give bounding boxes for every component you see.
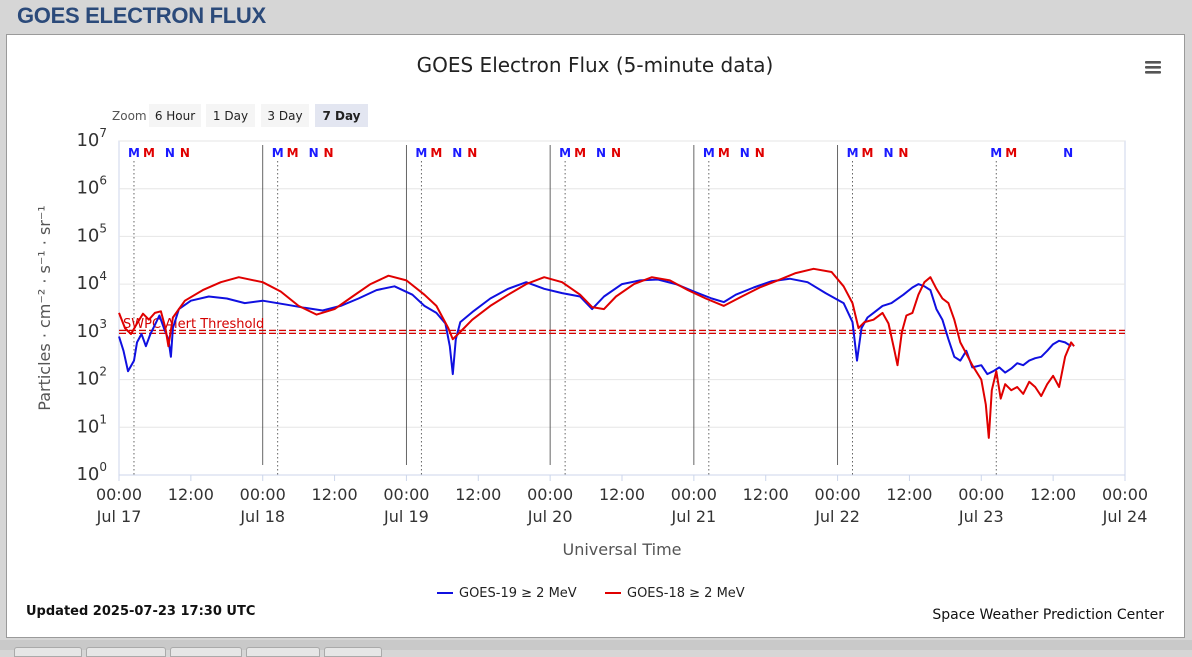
mn-marker-n: N (324, 146, 334, 160)
legend-label: GOES-18 ≥ 2 MeV (627, 586, 745, 601)
series-line-1 (118, 277, 1072, 376)
zoom-button-bg (206, 104, 255, 127)
mn-marker-m: M (718, 146, 730, 160)
zoom-button-label: 6 Hour (155, 109, 195, 123)
zoom-button-3-day[interactable]: 3 Day (261, 104, 309, 127)
menu-line (1145, 66, 1161, 69)
x-tick-date-label: Jul 23 (958, 507, 1004, 526)
zoom-button-7-day[interactable]: 7 Day (315, 104, 368, 127)
bottom-tab[interactable] (86, 647, 166, 657)
bottom-tab[interactable] (14, 647, 82, 657)
mn-marker-m: M (703, 146, 715, 160)
menu-line (1145, 71, 1161, 74)
x-tick-label: 00:00 (958, 485, 1004, 504)
zoom-button-label: 7 Day (322, 109, 360, 123)
y-tick-label: 107 (76, 126, 107, 151)
mn-marker-m: M (847, 146, 859, 160)
mn-marker-n: N (180, 146, 190, 160)
bottom-tab-strip (0, 640, 1192, 650)
y-tick-label: 100 (76, 460, 107, 485)
x-tick-date-label: Jul 22 (814, 507, 860, 526)
mn-marker-n: N (467, 146, 477, 160)
x-tick-label: 12:00 (168, 485, 214, 504)
x-tick-date-label: Jul 21 (670, 507, 716, 526)
x-tick-label: 12:00 (599, 485, 645, 504)
x-tick-label: 00:00 (1102, 485, 1148, 504)
mn-marker-m: M (990, 146, 1002, 160)
x-tick-date-label: Jul 18 (239, 507, 285, 526)
zoom-button-bg (315, 104, 368, 127)
mn-marker-m: M (1005, 146, 1017, 160)
mn-marker-n: N (611, 146, 621, 160)
zoom-button-6-hour[interactable]: 6 Hour (149, 104, 201, 127)
page-title: GOES ELECTRON FLUX (17, 3, 266, 28)
mn-marker-n: N (309, 146, 319, 160)
x-tick-label: 12:00 (1030, 485, 1076, 504)
x-tick-date-label: Jul 19 (383, 507, 429, 526)
legend-item-1[interactable]: GOES-19 ≥ 2 MeV (437, 586, 577, 601)
y-tick-label: 104 (76, 269, 107, 294)
mn-marker-m: M (287, 146, 299, 160)
mn-marker-n: N (740, 146, 750, 160)
mn-marker-m: M (128, 146, 140, 160)
x-tick-label: 00:00 (240, 485, 286, 504)
x-tick-label: 12:00 (312, 485, 358, 504)
mn-marker-n: N (452, 146, 462, 160)
plot-area (118, 140, 1126, 476)
mn-marker-m: M (574, 146, 586, 160)
zoom-button-bg (149, 104, 201, 127)
mn-marker-m: M (272, 146, 284, 160)
legend-item-2[interactable]: GOES-18 ≥ 2 MeV (605, 586, 745, 601)
menu-line (1145, 61, 1161, 64)
x-tick-date-label: Jul 24 (1102, 507, 1148, 526)
hamburger-menu-icon[interactable] (1145, 61, 1161, 74)
zoom-button-1-day[interactable]: 1 Day (206, 104, 255, 127)
x-tick-date-label: Jul 20 (527, 507, 573, 526)
chart-title: GOES Electron Flux (5-minute data) (417, 53, 774, 77)
x-tick-label: 00:00 (383, 485, 429, 504)
y-tick-label: 102 (76, 365, 107, 390)
credit-label: Space Weather Prediction Center (932, 607, 1164, 623)
chart-panel: GOES Electron Flux (5-minute data) Zoom 6 … (6, 34, 1185, 638)
updated-timestamp: Updated 2025-07-23 17:30 UTC (26, 604, 255, 619)
zoom-button-bg (261, 104, 309, 127)
mn-marker-m: M (415, 146, 427, 160)
threshold-label: SWPC Alert Threshold (123, 317, 264, 332)
series-line-2 (118, 267, 1075, 439)
x-tick-label: 12:00 (886, 485, 932, 504)
x-axis-title: Universal Time (562, 540, 681, 559)
y-tick-label: 106 (76, 174, 107, 199)
x-tick-label: 00:00 (815, 485, 861, 504)
zoom-button-label: 1 Day (213, 109, 248, 123)
zoom-label: Zoom (112, 109, 147, 123)
bottom-tab[interactable] (324, 647, 382, 657)
legend-label: GOES-19 ≥ 2 MeV (459, 586, 577, 601)
mn-marker-n: N (898, 146, 908, 160)
chart-svg: GOES Electron Flux (5-minute data) Zoom 6 … (26, 53, 1164, 623)
bottom-tab[interactable] (246, 647, 320, 657)
x-tick-label: 00:00 (527, 485, 573, 504)
x-tick-label: 00:00 (671, 485, 717, 504)
mn-marker-n: N (596, 146, 606, 160)
bottom-tab[interactable] (170, 647, 242, 657)
y-axis-title: Particles · cm⁻² · s⁻¹ · sr⁻¹ (35, 205, 54, 410)
zoom-button-label: 3 Day (267, 109, 302, 123)
x-tick-label: 12:00 (743, 485, 789, 504)
x-tick-label: 00:00 (96, 485, 142, 504)
x-tick-label: 12:00 (455, 485, 501, 504)
mn-marker-m: M (862, 146, 874, 160)
x-tick-date-label: Jul 17 (96, 507, 142, 526)
y-tick-label: 101 (76, 412, 107, 437)
mn-marker-m: M (559, 146, 571, 160)
y-tick-label: 103 (76, 317, 107, 342)
y-tick-label: 105 (76, 221, 107, 246)
mn-marker-n: N (165, 146, 175, 160)
mn-marker-m: M (430, 146, 442, 160)
mn-marker-m: M (143, 146, 155, 160)
legend: GOES-19 ≥ 2 MeV GOES-18 ≥ 2 MeV (437, 586, 745, 601)
mn-marker-n: N (755, 146, 765, 160)
mn-marker-n: N (1063, 146, 1073, 160)
mn-marker-n: N (883, 146, 893, 160)
